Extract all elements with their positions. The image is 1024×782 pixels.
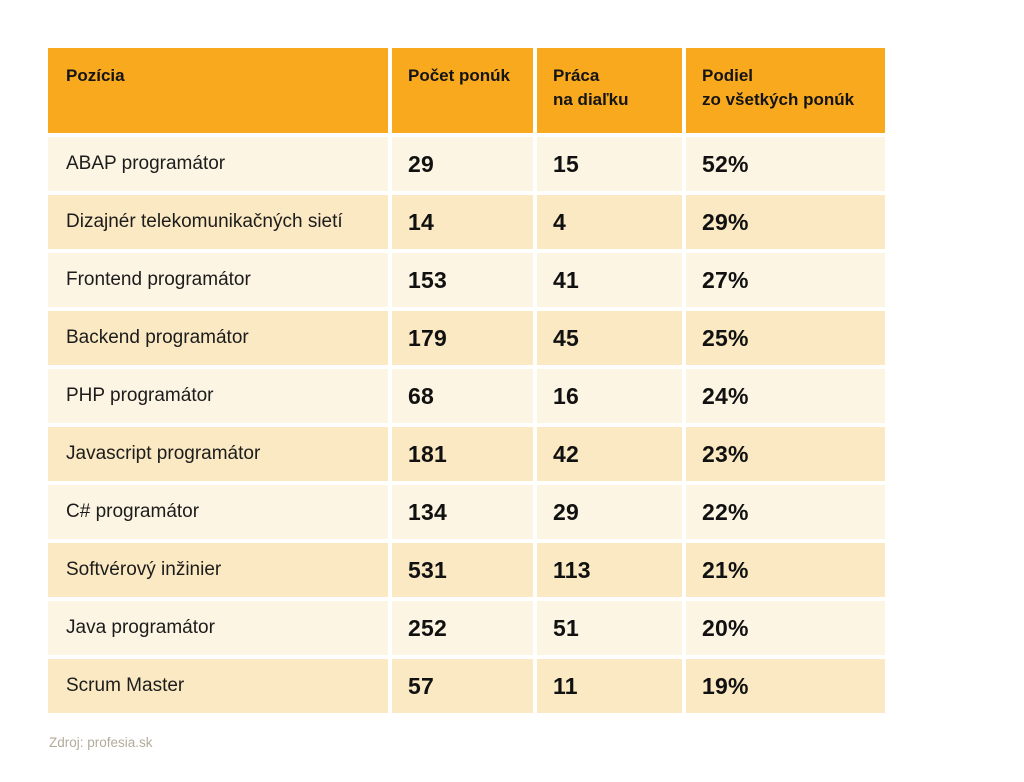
share-percent-cell: 25%: [686, 311, 885, 365]
remote-count-cell: 113: [537, 543, 682, 597]
offers-count-cell: 153: [392, 253, 533, 307]
offers-count-cell: 68: [392, 369, 533, 423]
share-percent-cell: 19%: [686, 659, 885, 713]
share-percent-cell: 29%: [686, 195, 885, 249]
share-percent-cell: 22%: [686, 485, 885, 539]
share-percent-cell: 21%: [686, 543, 885, 597]
position-cell: ABAP programátor: [48, 137, 388, 191]
offers-count-cell: 14: [392, 195, 533, 249]
offers-count-cell: 29: [392, 137, 533, 191]
offers-count-cell: 57: [392, 659, 533, 713]
column-header-position: Pozícia: [48, 48, 388, 133]
column-header-remote: Práca na diaľku: [537, 48, 682, 133]
position-cell: Frontend programátor: [48, 253, 388, 307]
remote-count-cell: 42: [537, 427, 682, 481]
position-cell: Java programátor: [48, 601, 388, 655]
remote-count-cell: 4: [537, 195, 682, 249]
position-cell: Dizajnér telekomunikačných sietí: [48, 195, 388, 249]
share-percent-cell: 23%: [686, 427, 885, 481]
remote-count-cell: 29: [537, 485, 682, 539]
share-percent-cell: 27%: [686, 253, 885, 307]
offers-count-cell: 134: [392, 485, 533, 539]
offers-count-cell: 252: [392, 601, 533, 655]
remote-count-cell: 41: [537, 253, 682, 307]
position-cell: Scrum Master: [48, 659, 388, 713]
share-percent-cell: 24%: [686, 369, 885, 423]
remote-count-cell: 16: [537, 369, 682, 423]
offers-count-cell: 181: [392, 427, 533, 481]
position-cell: Backend programátor: [48, 311, 388, 365]
position-cell: Softvérový inžinier: [48, 543, 388, 597]
position-cell: PHP programátor: [48, 369, 388, 423]
offers-count-cell: 179: [392, 311, 533, 365]
source-note: Zdroj: profesia.sk: [49, 735, 153, 750]
column-header-share: Podiel zo všetkých ponúk: [686, 48, 885, 133]
share-percent-cell: 52%: [686, 137, 885, 191]
remote-count-cell: 11: [537, 659, 682, 713]
position-cell: C# programátor: [48, 485, 388, 539]
remote-count-cell: 45: [537, 311, 682, 365]
offers-count-cell: 531: [392, 543, 533, 597]
share-percent-cell: 20%: [686, 601, 885, 655]
remote-count-cell: 15: [537, 137, 682, 191]
positions-table: Pozícia Počet ponúk Práca na diaľku Podi…: [48, 48, 885, 713]
position-cell: Javascript programátor: [48, 427, 388, 481]
remote-count-cell: 51: [537, 601, 682, 655]
column-header-offers: Počet ponúk: [392, 48, 533, 133]
